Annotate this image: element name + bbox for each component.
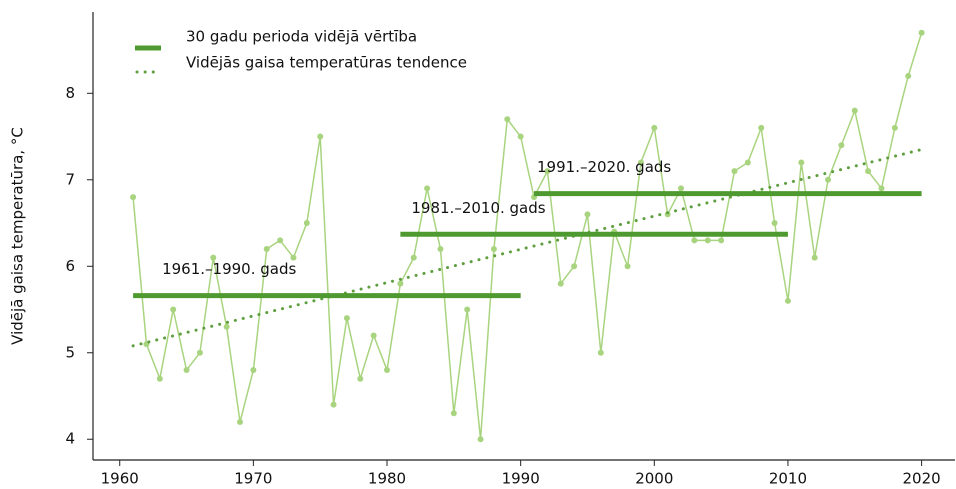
y-tick-label: 8	[65, 84, 75, 102]
data-line	[132, 32, 923, 440]
data-point	[437, 245, 444, 252]
x-tick-label: 1970	[234, 470, 272, 488]
data-point	[397, 280, 404, 287]
data-point	[624, 263, 631, 270]
x-tick-label: 1990	[502, 470, 540, 488]
data-point	[718, 237, 725, 244]
data-point	[237, 418, 244, 425]
data-point	[357, 375, 364, 382]
data-point	[557, 280, 564, 287]
period-label: 1981.–2010. gads	[411, 199, 545, 217]
data-point	[758, 124, 765, 131]
data-point	[584, 211, 591, 218]
data-point	[504, 116, 511, 123]
data-point	[744, 159, 751, 166]
data-point	[263, 245, 270, 252]
y-tick-label: 6	[65, 257, 75, 275]
data-point	[704, 237, 711, 244]
data-point	[771, 220, 778, 227]
data-point	[464, 306, 471, 313]
data-point	[517, 133, 524, 140]
data-point	[290, 254, 297, 261]
x-tick-label: 2000	[635, 470, 673, 488]
data-point	[156, 375, 163, 382]
data-point	[250, 367, 257, 374]
x-tick-label: 2010	[769, 470, 807, 488]
data-point	[798, 159, 805, 166]
data-point	[490, 245, 497, 252]
data-point	[370, 332, 377, 339]
data-point	[330, 401, 337, 408]
data-point	[210, 254, 217, 261]
data-point	[317, 133, 324, 140]
period-label: 1961.–1990. gads	[162, 260, 296, 278]
data-point	[450, 410, 457, 417]
data-point	[384, 367, 391, 374]
data-point	[410, 254, 417, 261]
data-point	[637, 159, 644, 166]
data-point	[891, 124, 898, 131]
data-point	[905, 73, 912, 79]
trend-line	[131, 148, 924, 348]
y-tick-label: 7	[65, 170, 75, 188]
data-point	[303, 220, 310, 227]
y-axis-label: Vidējā gaisa temperatūra, °C	[9, 127, 27, 345]
legend-label: 30 gadu perioda vidējā vērtība	[186, 28, 417, 46]
data-point	[597, 349, 604, 356]
data-point	[851, 107, 858, 114]
data-point	[544, 168, 551, 175]
y-tick-label: 4	[65, 430, 75, 448]
data-point	[130, 194, 137, 201]
x-tick-label: 1980	[368, 470, 406, 488]
data-point	[838, 142, 845, 149]
y-tick-label: 5	[65, 343, 75, 361]
data-point	[223, 323, 230, 330]
data-point	[424, 185, 431, 192]
data-point	[731, 168, 738, 175]
data-point	[691, 237, 698, 244]
data-point	[678, 185, 685, 192]
data-point	[277, 237, 284, 244]
data-point	[196, 349, 203, 356]
legend-label: Vidējās gaisa temperatūras tendence	[186, 54, 467, 72]
data-point	[878, 185, 885, 192]
data-point	[571, 263, 578, 270]
data-point	[784, 297, 791, 304]
data-point	[918, 29, 925, 36]
data-point	[865, 168, 872, 175]
data-point	[477, 436, 484, 443]
data-point	[170, 306, 177, 313]
data-point	[811, 254, 818, 261]
x-tick-label: 2020	[902, 470, 940, 488]
period-label: 1991.–2020. gads	[537, 158, 671, 176]
data-point	[343, 315, 350, 322]
data-point	[651, 124, 658, 131]
data-point	[825, 176, 832, 183]
x-tick-label: 1960	[101, 470, 139, 488]
data-point	[183, 367, 190, 374]
